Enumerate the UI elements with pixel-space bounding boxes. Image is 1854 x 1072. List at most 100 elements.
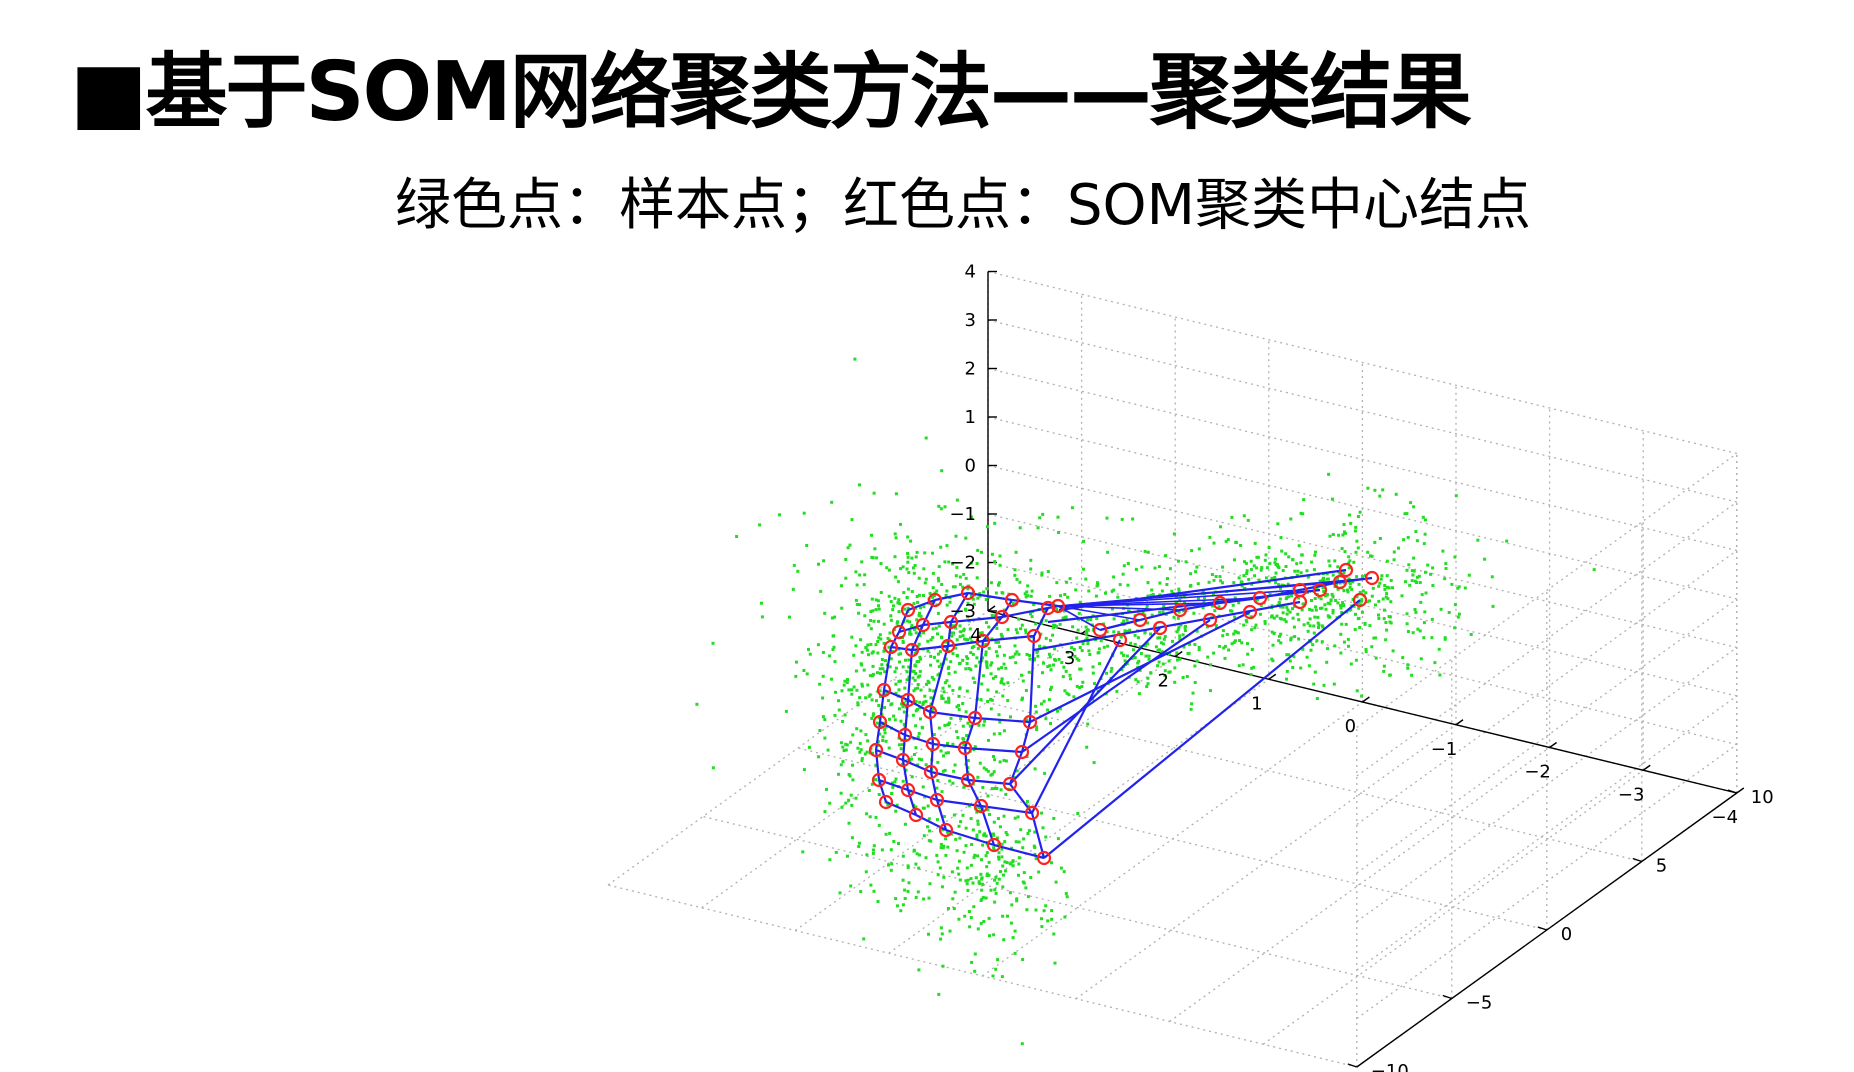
sample-point [1334,599,1338,602]
sample-point [998,554,1002,558]
som-node [986,837,1002,853]
sample-point [1377,616,1381,620]
som-grid-line [1001,599,1013,618]
sample-point [896,904,899,908]
sample-point [938,650,942,654]
sample-point [888,831,892,835]
sample-point [1048,664,1052,668]
sample-point [917,593,921,597]
sample-point [830,616,834,620]
sample-point [1424,570,1427,574]
sample-point [912,848,916,852]
sample-point [1024,628,1027,632]
sample-point [1131,517,1135,521]
som-node [1112,632,1128,648]
sample-point [867,653,870,657]
sample-point [1046,570,1050,573]
sample-point [1146,682,1150,686]
sample-point [1018,526,1022,530]
sample-point [1009,715,1012,719]
sample-point [1285,612,1289,616]
sample-point [1221,634,1225,638]
sample-point [936,860,940,864]
sample-point [1384,621,1388,624]
sample-point [1149,594,1153,597]
sample-point [1000,679,1004,683]
sample-point [1136,680,1140,684]
sample-point [886,636,890,640]
sample-point [1263,621,1267,625]
sample-point [889,618,893,622]
som-grid-line [877,779,888,803]
sample-point [1271,659,1275,663]
sample-point [983,832,987,836]
sample-point [962,572,966,576]
sample-point [989,672,993,676]
sample-point [951,897,955,901]
sample-point [1054,658,1057,662]
sample-point [958,661,962,665]
sample-point [952,813,956,817]
sample-point [896,601,900,605]
sample-point [868,693,872,697]
sample-point [1231,603,1235,607]
sample-point [1183,626,1187,630]
som-node [960,772,976,788]
sample-point [1157,660,1161,664]
sample-point [995,836,999,840]
som-node [1202,612,1218,628]
sample-point [1021,846,1025,850]
sample-point [940,469,944,473]
sample-point [887,568,891,572]
sample-point [903,607,907,611]
sample-point [849,740,853,744]
sample-point [887,746,891,750]
sample-point [1289,638,1293,642]
som-node [960,585,976,601]
sample-point [1212,578,1216,582]
sample-point [870,782,874,786]
sample-point [914,862,918,866]
sample-point [998,645,1002,649]
sample-point [1272,616,1276,620]
sample-point [953,585,957,589]
sample-point [901,779,905,783]
sample-point [985,851,989,855]
sample-point [1072,648,1076,651]
sample-point [981,843,985,847]
sample-point [976,927,980,931]
sample-point [1342,523,1346,526]
sample-point [877,607,881,611]
sample-point [930,675,934,679]
sample-point [1056,709,1059,713]
sample-point [1337,533,1341,537]
sample-point [1223,644,1227,648]
sample-point [975,810,979,814]
sample-point [1003,840,1007,844]
sample-point [874,608,878,612]
sample-point [1089,618,1093,621]
sample-point [866,739,870,743]
sample-point [954,626,958,630]
sample-point [1233,629,1237,633]
sample-point [997,667,1001,671]
sample-point [936,576,940,580]
sample-point [936,760,940,764]
sample-point [901,854,905,858]
som-grid-line [910,624,925,651]
sample-point [817,755,821,759]
sample-point [1046,708,1050,712]
sample-point [1328,564,1332,568]
sample-point [1172,532,1176,536]
sample-point [1444,562,1448,566]
sample-point [942,875,946,879]
sample-point [964,710,968,714]
sample-point [1029,612,1032,616]
sample-point [935,853,939,857]
sample-point [1015,650,1019,654]
sample-point [1127,609,1131,613]
sample-point [1325,577,1329,581]
sample-point [1324,607,1328,611]
sample-point [831,648,835,651]
sample-point [1331,608,1335,612]
